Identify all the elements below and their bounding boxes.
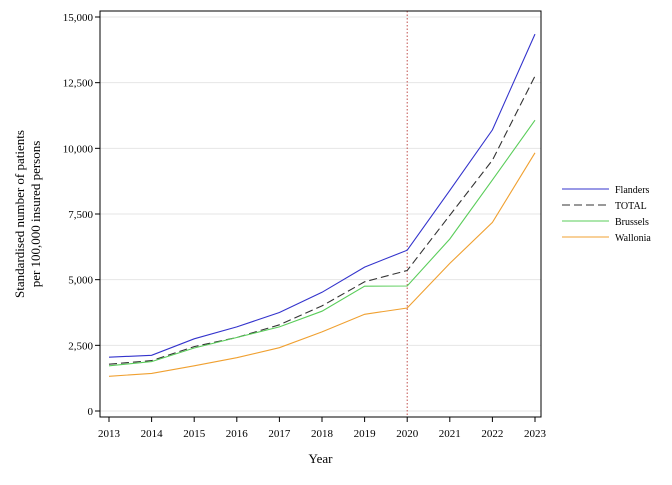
- y-tick-label: 15,000: [63, 12, 94, 24]
- x-tick-label: 2017: [268, 428, 291, 440]
- y-tick-label: 0: [88, 406, 94, 418]
- x-tick-label: 2015: [183, 428, 206, 440]
- x-tick-label: 2019: [354, 428, 377, 440]
- x-tick-label: 2020: [396, 428, 419, 440]
- y-tick-label: 5,000: [68, 275, 93, 287]
- legend-label-total: TOTAL: [615, 201, 647, 212]
- x-tick-label: 2013: [98, 428, 121, 440]
- series-line-total: [108, 75, 536, 365]
- x-tick-label: 2016: [226, 428, 249, 440]
- legend-label-brussels: Brussels: [615, 217, 649, 228]
- y-tick-label: 12,500: [63, 78, 94, 90]
- y-axis-ticks: 0 2,500 5,000 7,500 10,000 12,500 15,000: [63, 12, 100, 418]
- x-tick-label: 2022: [481, 428, 503, 440]
- x-tick-label: 2018: [311, 428, 334, 440]
- x-tick-label: 2023: [524, 428, 547, 440]
- legend-label-flanders: Flanders: [615, 185, 650, 196]
- x-tick-label: 2021: [439, 428, 461, 440]
- y-tick-label: 2,500: [68, 340, 93, 352]
- y-tick-label: 7,500: [68, 209, 93, 221]
- series-line-flanders: [108, 33, 536, 358]
- legend-label-wallonia: Wallonia: [615, 233, 651, 244]
- x-tick-label: 2014: [141, 428, 164, 440]
- series-line-wallonia: [108, 152, 536, 377]
- y-tick-label: 10,000: [63, 143, 94, 155]
- legend: Flanders TOTAL Brussels Wallonia: [562, 185, 651, 244]
- x-axis-title: Year: [309, 451, 334, 466]
- gridlines: [100, 16, 541, 412]
- series-lines: [108, 33, 536, 377]
- y-axis-title-line-1: Standardised number of patients: [12, 130, 27, 298]
- y-axis-title-line-2: per 100,000 insured persons: [28, 141, 43, 288]
- x-axis-ticks: 2013 2014 2015 2016 2017 2018 2019 2020 2021 2022…: [98, 417, 547, 440]
- series-line-brussels: [108, 119, 536, 367]
